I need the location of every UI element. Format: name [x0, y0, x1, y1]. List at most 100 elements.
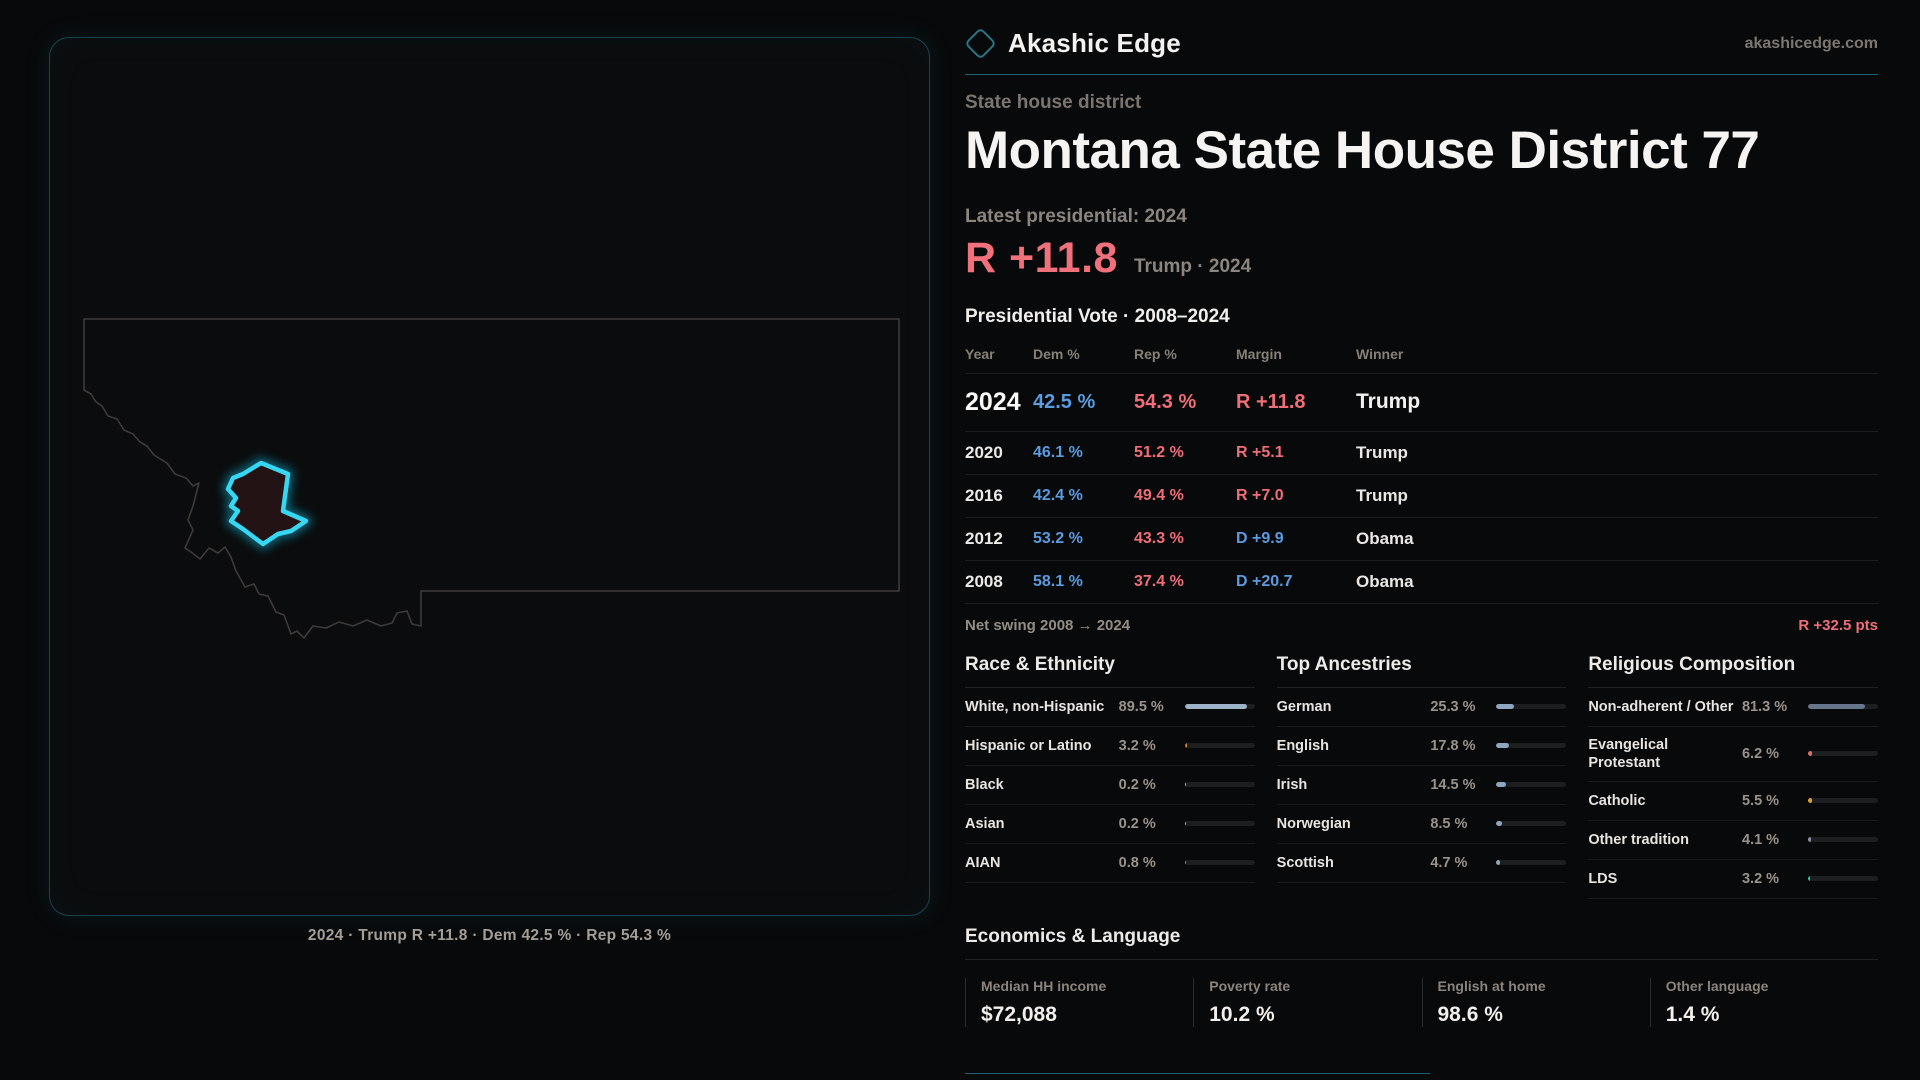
demo-row: Catholic 5.5 %	[1588, 782, 1878, 821]
stat-cell: Other language 1.4 %	[1649, 977, 1878, 1027]
demo-row: Asian 0.2 %	[965, 805, 1255, 844]
stat-value: 98.6 %	[1437, 1002, 1503, 1026]
demo-row: German 25.3 %	[1276, 688, 1567, 727]
demo-bar-fill	[1496, 821, 1503, 827]
race-section-title: Race & Ethnicity	[965, 654, 1255, 688]
stat-cell: Poverty rate 10.2 %	[1193, 977, 1421, 1027]
demo-bar-fill	[1184, 743, 1187, 749]
brand-domain-link[interactable]: akashicedge.com	[1744, 34, 1878, 52]
header-divider	[965, 74, 1878, 75]
demo-row: Norwegian 8.5 %	[1276, 805, 1567, 844]
demo-bar-fill	[1807, 704, 1865, 710]
headline-margin: R +11.8 Trump · 2024	[965, 234, 1878, 283]
vote-rep-share: 49.4 %	[1134, 486, 1184, 504]
vote-rep-share: 37.4 %	[1134, 572, 1184, 590]
vote-table-row: 2008 58.1 % 37.4 % D +20.7 Obama	[965, 561, 1878, 604]
demo-bar-fill	[1496, 743, 1509, 749]
header: Akashic Edge akashicedge.com	[964, 27, 1878, 60]
demo-label: Black	[965, 776, 1004, 793]
demo-row: Black 0.2 %	[965, 766, 1255, 805]
stat-label: Poverty rate	[1209, 977, 1291, 994]
vote-year: 2016	[965, 485, 1003, 505]
demo-row: LDS 3.2 %	[1588, 860, 1878, 899]
demo-value: 81.3 %	[1741, 698, 1788, 715]
vote-table-title: Presidential Vote · 2008–2024	[965, 305, 1230, 327]
demo-bar-fill	[1184, 860, 1186, 866]
ancestry-section-title: Top Ancestries	[1276, 654, 1567, 688]
demo-label: German	[1276, 698, 1332, 715]
montana-outline	[83, 318, 900, 639]
footer: Sources: Akashic Edge elections database…	[965, 1072, 1878, 1080]
demo-bar-track	[1184, 743, 1255, 749]
ancestry-rows: German 25.3 % English 17.8 % Irish 14.5 …	[1276, 688, 1567, 883]
headline-margin-context: Trump · 2024	[1133, 255, 1252, 277]
demo-label: LDS	[1588, 870, 1618, 887]
stat-cell: Median HH income $72,088	[965, 977, 1193, 1027]
montana-map	[83, 318, 900, 639]
vote-table-row: 2020 46.1 % 51.2 % R +5.1 Trump	[965, 432, 1878, 475]
economics-section-title: Economics & Language	[965, 926, 1878, 960]
demo-row: AIAN 0.8 %	[965, 844, 1255, 883]
demo-bar-track	[1807, 837, 1878, 843]
demo-row: English 17.8 %	[1276, 727, 1567, 766]
demo-bar-fill	[1496, 782, 1507, 788]
demo-bar-track	[1496, 704, 1567, 710]
col-winner: Winner	[1356, 345, 1404, 362]
vote-margin: D +20.7	[1236, 572, 1293, 590]
vote-dem-share: 42.4 %	[1033, 486, 1083, 504]
vote-table-body: 2024 42.5 % 54.3 % R +11.8 Trump 2020 46…	[965, 374, 1878, 604]
vote-margin: D +9.9	[1236, 529, 1284, 547]
vote-year: 2012	[965, 528, 1003, 548]
demo-value: 4.1 %	[1741, 831, 1780, 848]
demo-label: Catholic	[1588, 792, 1646, 809]
vote-winner: Trump	[1356, 442, 1408, 462]
district-type-label: State house district	[965, 92, 1142, 113]
net-swing-value: R +32.5 pts	[1798, 616, 1878, 634]
vote-table-row: 2024 42.5 % 54.3 % R +11.8 Trump	[965, 374, 1878, 432]
presidential-vote-table: Year Dem % Rep % Margin Winner 2024 42.5…	[965, 338, 1878, 604]
demo-value: 0.2 %	[1118, 776, 1156, 793]
vote-winner: Obama	[1356, 528, 1414, 548]
brand-name: Akashic Edge	[1008, 28, 1181, 58]
demo-row: White, non-Hispanic 89.5 %	[965, 688, 1255, 727]
demo-label: White, non-Hispanic	[965, 698, 1105, 715]
stat-value: 10.2 %	[1209, 1002, 1275, 1026]
map-caption: 2024 · Trump R +11.8 · Dem 42.5 % · Rep …	[307, 927, 672, 944]
demo-row: Irish 14.5 %	[1276, 766, 1567, 805]
demo-bar-track	[1807, 751, 1878, 757]
vote-year: 2020	[965, 442, 1003, 462]
demo-label: English	[1276, 737, 1330, 754]
demo-bar-fill	[1496, 860, 1500, 866]
demo-label: Evangelical Protestant	[1588, 736, 1669, 771]
stat-value: 1.4 %	[1665, 1002, 1720, 1026]
economics-section: Economics & Language Median HH income $7…	[965, 926, 1878, 1027]
vote-table-row: 2016 42.4 % 49.4 % R +7.0 Trump	[965, 475, 1878, 518]
vote-dem-share: 46.1 %	[1033, 443, 1083, 461]
vote-rep-share: 54.3 %	[1134, 390, 1197, 413]
demo-value: 3.2 %	[1741, 870, 1780, 887]
demo-bar-track	[1496, 821, 1567, 827]
stat-label: Other language	[1665, 977, 1769, 994]
latest-presidential-label: Latest presidential: 2024	[965, 205, 1187, 227]
race-rows: White, non-Hispanic 89.5 % Hispanic or L…	[965, 688, 1255, 883]
vote-margin: R +5.1	[1236, 443, 1284, 461]
economics-stats: Median HH income $72,088 Poverty rate 10…	[965, 977, 1878, 1027]
net-swing-label: Net swing 2008 → 2024	[965, 616, 1131, 634]
demo-value: 17.8 %	[1430, 737, 1476, 754]
demographics-grid: Race & Ethnicity White, non-Hispanic 89.…	[965, 654, 1878, 899]
col-margin: Margin	[1236, 345, 1282, 362]
vote-rep-share: 43.3 %	[1134, 529, 1184, 547]
vote-dem-share: 58.1 %	[1033, 572, 1083, 590]
demo-bar-fill	[1807, 798, 1812, 804]
district-shape	[225, 460, 309, 547]
demo-value: 0.8 %	[1118, 854, 1156, 871]
detail-panel: Akashic Edge akashicedge.com State house…	[964, 27, 1878, 1080]
demo-label: Non-adherent / Other	[1588, 698, 1734, 715]
vote-winner: Trump	[1356, 485, 1408, 505]
vote-margin: R +11.8	[1236, 390, 1306, 413]
demo-value: 4.7 %	[1430, 854, 1468, 871]
col-dem: Dem %	[1033, 345, 1080, 362]
stat-label: Median HH income	[981, 977, 1107, 994]
col-year: Year	[965, 345, 995, 362]
demo-bar-track	[1184, 782, 1255, 788]
